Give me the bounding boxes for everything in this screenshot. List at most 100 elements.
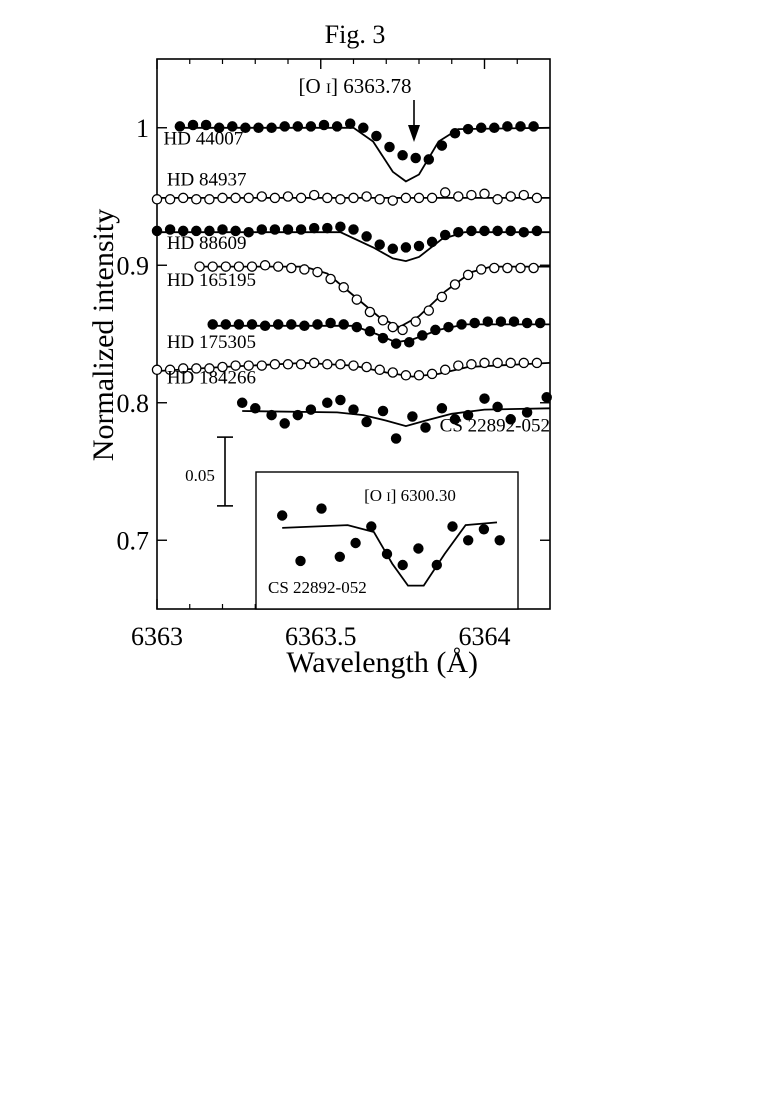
data-point [430, 324, 441, 336]
data-point [207, 261, 218, 272]
data-point [191, 225, 202, 237]
data-point [322, 222, 333, 234]
data-point [462, 269, 474, 281]
data-point [528, 121, 539, 132]
data-point [217, 224, 228, 235]
data-point [462, 409, 474, 421]
data-point [217, 361, 228, 373]
y-tick-label: 0.9 [117, 251, 150, 280]
data-point [236, 397, 248, 409]
data-point [269, 359, 281, 370]
data-point [423, 154, 435, 165]
inset-data-point [478, 524, 490, 535]
data-point [325, 317, 336, 329]
y-tick-labels: 0.7 0.8 0.9 1 [117, 114, 150, 556]
data-point [243, 360, 254, 371]
inset-data-point [277, 510, 288, 521]
inset-data-point [494, 535, 505, 546]
data-point [174, 121, 186, 132]
data-point [400, 370, 412, 381]
model-line [242, 407, 551, 428]
data-point [308, 222, 320, 234]
data-point [374, 364, 385, 376]
data-point [266, 409, 277, 421]
data-point [318, 119, 330, 131]
data-point [177, 225, 189, 237]
data-point [410, 316, 421, 327]
data-point [233, 319, 245, 330]
line-marker-arrow-head [408, 125, 420, 142]
data-point [436, 140, 448, 151]
data-point [272, 261, 284, 272]
data-point [279, 121, 290, 132]
data-point [295, 359, 307, 370]
data-point [489, 262, 500, 274]
data-point [335, 359, 346, 370]
data-point [521, 317, 533, 329]
data-point [191, 194, 202, 205]
data-point [413, 370, 425, 381]
data-point [250, 403, 261, 414]
data-point [417, 330, 428, 341]
data-point [489, 122, 500, 134]
inset-frame [255, 471, 519, 610]
data-point [518, 357, 530, 369]
data-point [495, 316, 507, 327]
series-label: HD 84937 [167, 170, 247, 191]
data-point [426, 236, 438, 248]
data-point [213, 122, 225, 134]
inset-data-point [366, 521, 377, 532]
data-point [466, 359, 477, 370]
data-point [312, 266, 323, 278]
data-point [269, 224, 281, 235]
data-point [436, 291, 448, 303]
data-point [436, 403, 448, 414]
data-point [269, 192, 281, 204]
data-point [453, 226, 464, 238]
data-point [220, 261, 232, 272]
inset-data-point [350, 537, 361, 549]
data-point [335, 221, 346, 232]
data-point [518, 189, 530, 201]
data-point [492, 194, 503, 205]
inset-data-point [431, 559, 442, 571]
data-point [502, 121, 513, 132]
data-point [305, 121, 317, 132]
data-point [453, 191, 464, 202]
scale-bar-label: 0.05 [185, 466, 215, 485]
data-point [400, 242, 412, 253]
data-point [344, 118, 356, 129]
y-tick-label: 1 [136, 114, 149, 143]
data-point [259, 320, 271, 332]
data-point [282, 359, 294, 370]
data-point [233, 261, 245, 272]
data-point [423, 305, 435, 316]
data-point [230, 225, 241, 237]
data-point [462, 123, 474, 135]
data-point [521, 407, 533, 418]
data-point [361, 361, 372, 373]
data-point [403, 337, 415, 348]
data-point [400, 192, 412, 204]
inset-series-label: CS 22892-052 [268, 578, 367, 597]
data-point [426, 368, 438, 380]
data-point [479, 225, 490, 237]
data-point [361, 416, 372, 428]
data-point [286, 262, 297, 274]
data-point [164, 224, 176, 235]
data-point [246, 261, 258, 272]
data-point [397, 150, 408, 161]
x-tick-label: 6363 [131, 622, 183, 651]
data-point [505, 414, 516, 425]
inset-data-point [397, 559, 408, 571]
data-point [335, 194, 346, 205]
data-point [151, 194, 163, 205]
inset-data-point [463, 535, 474, 546]
data-point [407, 411, 418, 422]
data-point [466, 189, 477, 201]
data-point [282, 224, 294, 235]
series-cs-22892-052: CS 22892-052 [236, 392, 552, 444]
data-point [240, 122, 251, 134]
data-point [305, 404, 317, 415]
data-point [387, 367, 399, 378]
